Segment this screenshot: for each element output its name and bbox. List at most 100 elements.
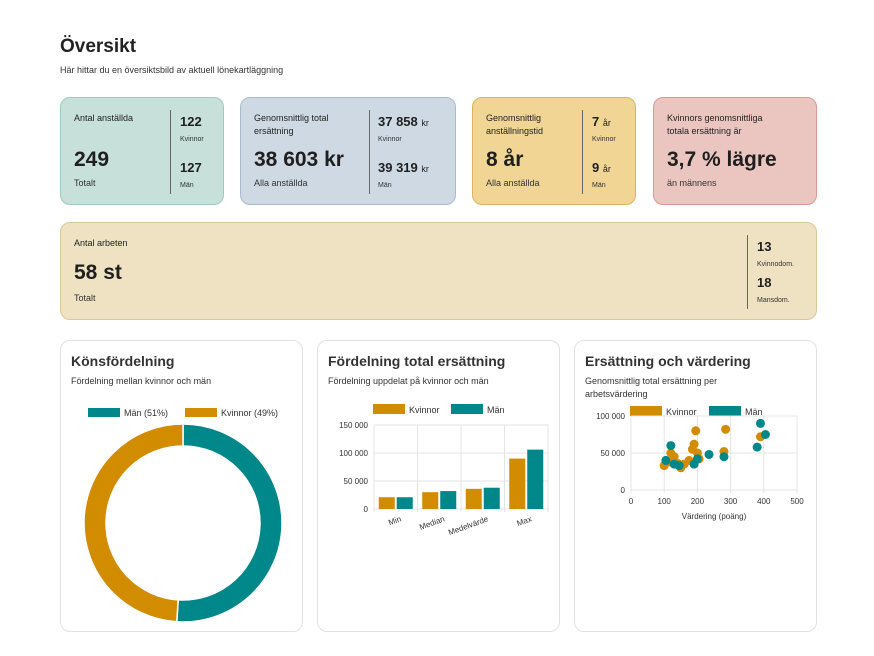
compensation-men-value: 39 319: [378, 160, 418, 175]
tenure-women: 7 år: [592, 114, 611, 129]
compensation-total-label: Alla anställda: [254, 178, 308, 188]
legend-label-1: Kvinnor (49%): [221, 408, 278, 418]
scatter-point-män-1: [666, 441, 676, 451]
gap-sub: än männens: [667, 178, 717, 188]
legend-label-0: Män (51%): [124, 408, 168, 418]
bar-medelvärde-kvinnor: [465, 488, 482, 509]
scatter-legend-label-0: Kvinnor: [666, 407, 697, 417]
employees-card: Antal anställda 249 Totalt 122 Kvinnor 1…: [60, 97, 224, 205]
scatter-ytick-0: 0: [621, 486, 626, 495]
scatter-xtick-3: 300: [724, 497, 738, 506]
bar-legend-label-1: Män: [487, 405, 505, 415]
distribution-panel: Fördelning total ersättning Fördelning u…: [317, 340, 560, 632]
bar-min-män: [396, 497, 413, 509]
employees-total-label: Totalt: [74, 178, 96, 188]
jobs-card: Antal arbeten 58 st Totalt 13 Kvinnodom.…: [60, 222, 817, 320]
valuation-panel-title: Ersättning och värdering: [585, 353, 751, 369]
employees-men-label: Män: [180, 182, 194, 189]
gender-panel-subtitle: Fördelning mellan kvinnor och män: [71, 376, 212, 386]
scatter-xtick-4: 400: [757, 497, 771, 506]
valuation-panel: Ersättning och värdering Genomsnittlig t…: [574, 340, 817, 632]
jobs-divider: [747, 235, 748, 309]
scatter-point-män-6: [704, 449, 714, 459]
bar-legend-swatch-0: [373, 404, 405, 414]
donut-slice-0: [175, 423, 283, 623]
employees-label: Antal anställda: [74, 113, 134, 123]
compensation-women: 37 858 kr: [378, 114, 429, 129]
bar-median-kvinnor: [422, 492, 439, 509]
tenure-men-unit: år: [602, 164, 611, 174]
scatter-point-kvinnor-3: [669, 452, 679, 462]
compensation-men: 39 319 kr: [378, 160, 429, 175]
bar-max-kvinnor: [509, 458, 526, 509]
tenure-total-label: Alla anställda: [486, 178, 540, 188]
compensation-divider: [369, 110, 370, 194]
scatter-point-kvinnor-9: [689, 439, 699, 449]
distribution-panel-subtitle: Fördelning uppdelat på kvinnor och män: [328, 376, 489, 386]
jobs-label: Antal arbeten: [74, 238, 128, 248]
tenure-women-value: 7: [592, 114, 600, 129]
jobs-total-label: Totalt: [74, 293, 96, 303]
compensation-women-value: 37 858: [378, 114, 418, 129]
employees-total: 249: [74, 148, 110, 171]
scatter-legend-swatch-1: [709, 406, 741, 416]
distribution-bar-chart: Kvinnor Män 0 50 000 100 000 150 000 Min Median…: [339, 404, 549, 537]
tenure-card: Genomsnittlig anställningstid 8 år Alla …: [472, 97, 636, 205]
gender-donut-chart: Män (51%) Kvinnor (49%): [83, 408, 283, 623]
bar-legend-swatch-1: [451, 404, 483, 414]
bar-ytick-0: 0: [364, 505, 369, 514]
gender-panel-title: Könsfördelning: [71, 353, 175, 369]
bar-xtick-3: Max: [516, 514, 533, 528]
employees-men: 127: [180, 160, 202, 175]
scatter-point-män-7: [719, 452, 729, 462]
tenure-women-label: Kvinnor: [592, 136, 616, 143]
compensation-total: 38 603 kr: [254, 148, 344, 171]
tenure-label-2: anställningstid: [486, 126, 544, 136]
tenure-total: 8 år: [486, 148, 524, 171]
compensation-women-label: Kvinnor: [378, 136, 402, 143]
jobs-male-dom-label: Mansdom.: [757, 297, 790, 304]
page-title: Översikt: [60, 36, 137, 57]
scatter-xtick-5: 500: [790, 497, 804, 506]
gender-panel: Könsfördelning Fördelning mellan kvinnor…: [60, 340, 303, 632]
scatter-point-män-10: [760, 430, 770, 439]
tenure-divider: [582, 110, 583, 194]
scatter-xtick-2: 200: [691, 497, 705, 506]
jobs-female-dom-label: Kvinnodom.: [757, 261, 794, 268]
gap-label-2: totala ersättning är: [667, 126, 742, 136]
scatter-legend-swatch-0: [630, 406, 662, 416]
page-subtitle: Här hittar du en översiktsbild av aktuel…: [60, 65, 284, 75]
bar-ytick-3: 150 000: [339, 421, 368, 430]
jobs-female-dom: 13: [757, 239, 772, 254]
gap-label-1: Kvinnors genomsnittliga: [667, 113, 763, 123]
tenure-men-value: 9: [592, 160, 600, 175]
bar-xtick-0: Min: [387, 514, 402, 527]
scatter-point-män-5: [692, 454, 702, 464]
compensation-men-unit: kr: [421, 164, 429, 174]
distribution-panel-title: Fördelning total ersättning: [328, 353, 506, 369]
tenure-men: 9 år: [592, 160, 611, 175]
valuation-subtitle-2: arbetsvärdering: [585, 389, 648, 399]
jobs-total: 58 st: [74, 261, 122, 284]
compensation-label-1: Genomsnittlig total: [254, 113, 329, 123]
scatter-point-män-8: [752, 442, 762, 452]
scatter-xlabel: Värdering (poäng): [682, 512, 747, 521]
tenure-men-label: Män: [592, 182, 606, 189]
compensation-women-unit: kr: [421, 118, 429, 128]
valuation-panel-subtitle: Genomsnittlig total ersättning per arbets…: [585, 375, 717, 401]
compensation-label-2: ersättning: [254, 126, 294, 136]
gap-value: 3,7 % lägre: [667, 148, 777, 171]
employees-women-label: Kvinnor: [180, 136, 204, 143]
legend-swatch-1: [185, 408, 217, 417]
scatter-point-män-3: [674, 461, 684, 471]
employees-women: 122: [180, 114, 202, 129]
bar-ytick-2: 100 000: [339, 449, 368, 458]
bar-xtick-2: Medelvärde: [447, 514, 490, 537]
valuation-scatter-chart: Kvinnor Män 0 50 000 100 000 0 100 200 300 400 500…: [596, 406, 804, 521]
bar-max-män: [527, 449, 544, 509]
scatter-point-kvinnor-10: [691, 426, 701, 436]
scatter-point-kvinnor-14: [721, 424, 731, 434]
scatter-legend-label-1: Män: [745, 407, 763, 417]
bar-min-kvinnor: [378, 497, 395, 509]
scatter-point-män-9: [755, 418, 765, 428]
